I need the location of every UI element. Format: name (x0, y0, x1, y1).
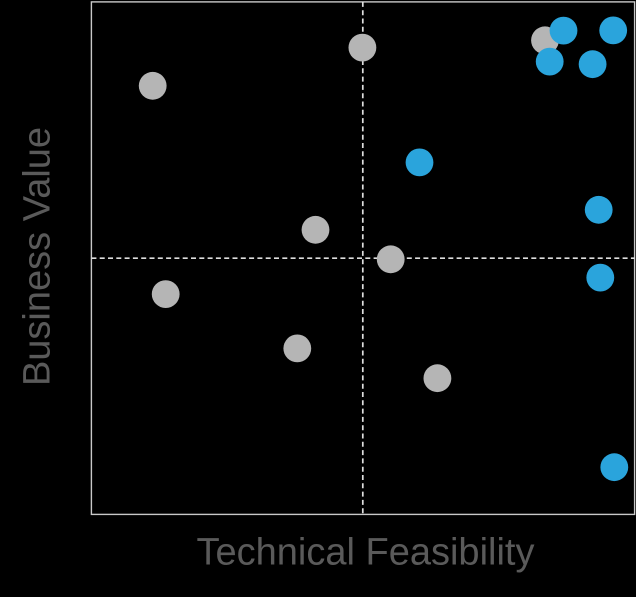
svg-text:Business Value: Business Value (17, 127, 59, 386)
svg-text:Technical Feasibility: Technical Feasibility (197, 532, 535, 574)
